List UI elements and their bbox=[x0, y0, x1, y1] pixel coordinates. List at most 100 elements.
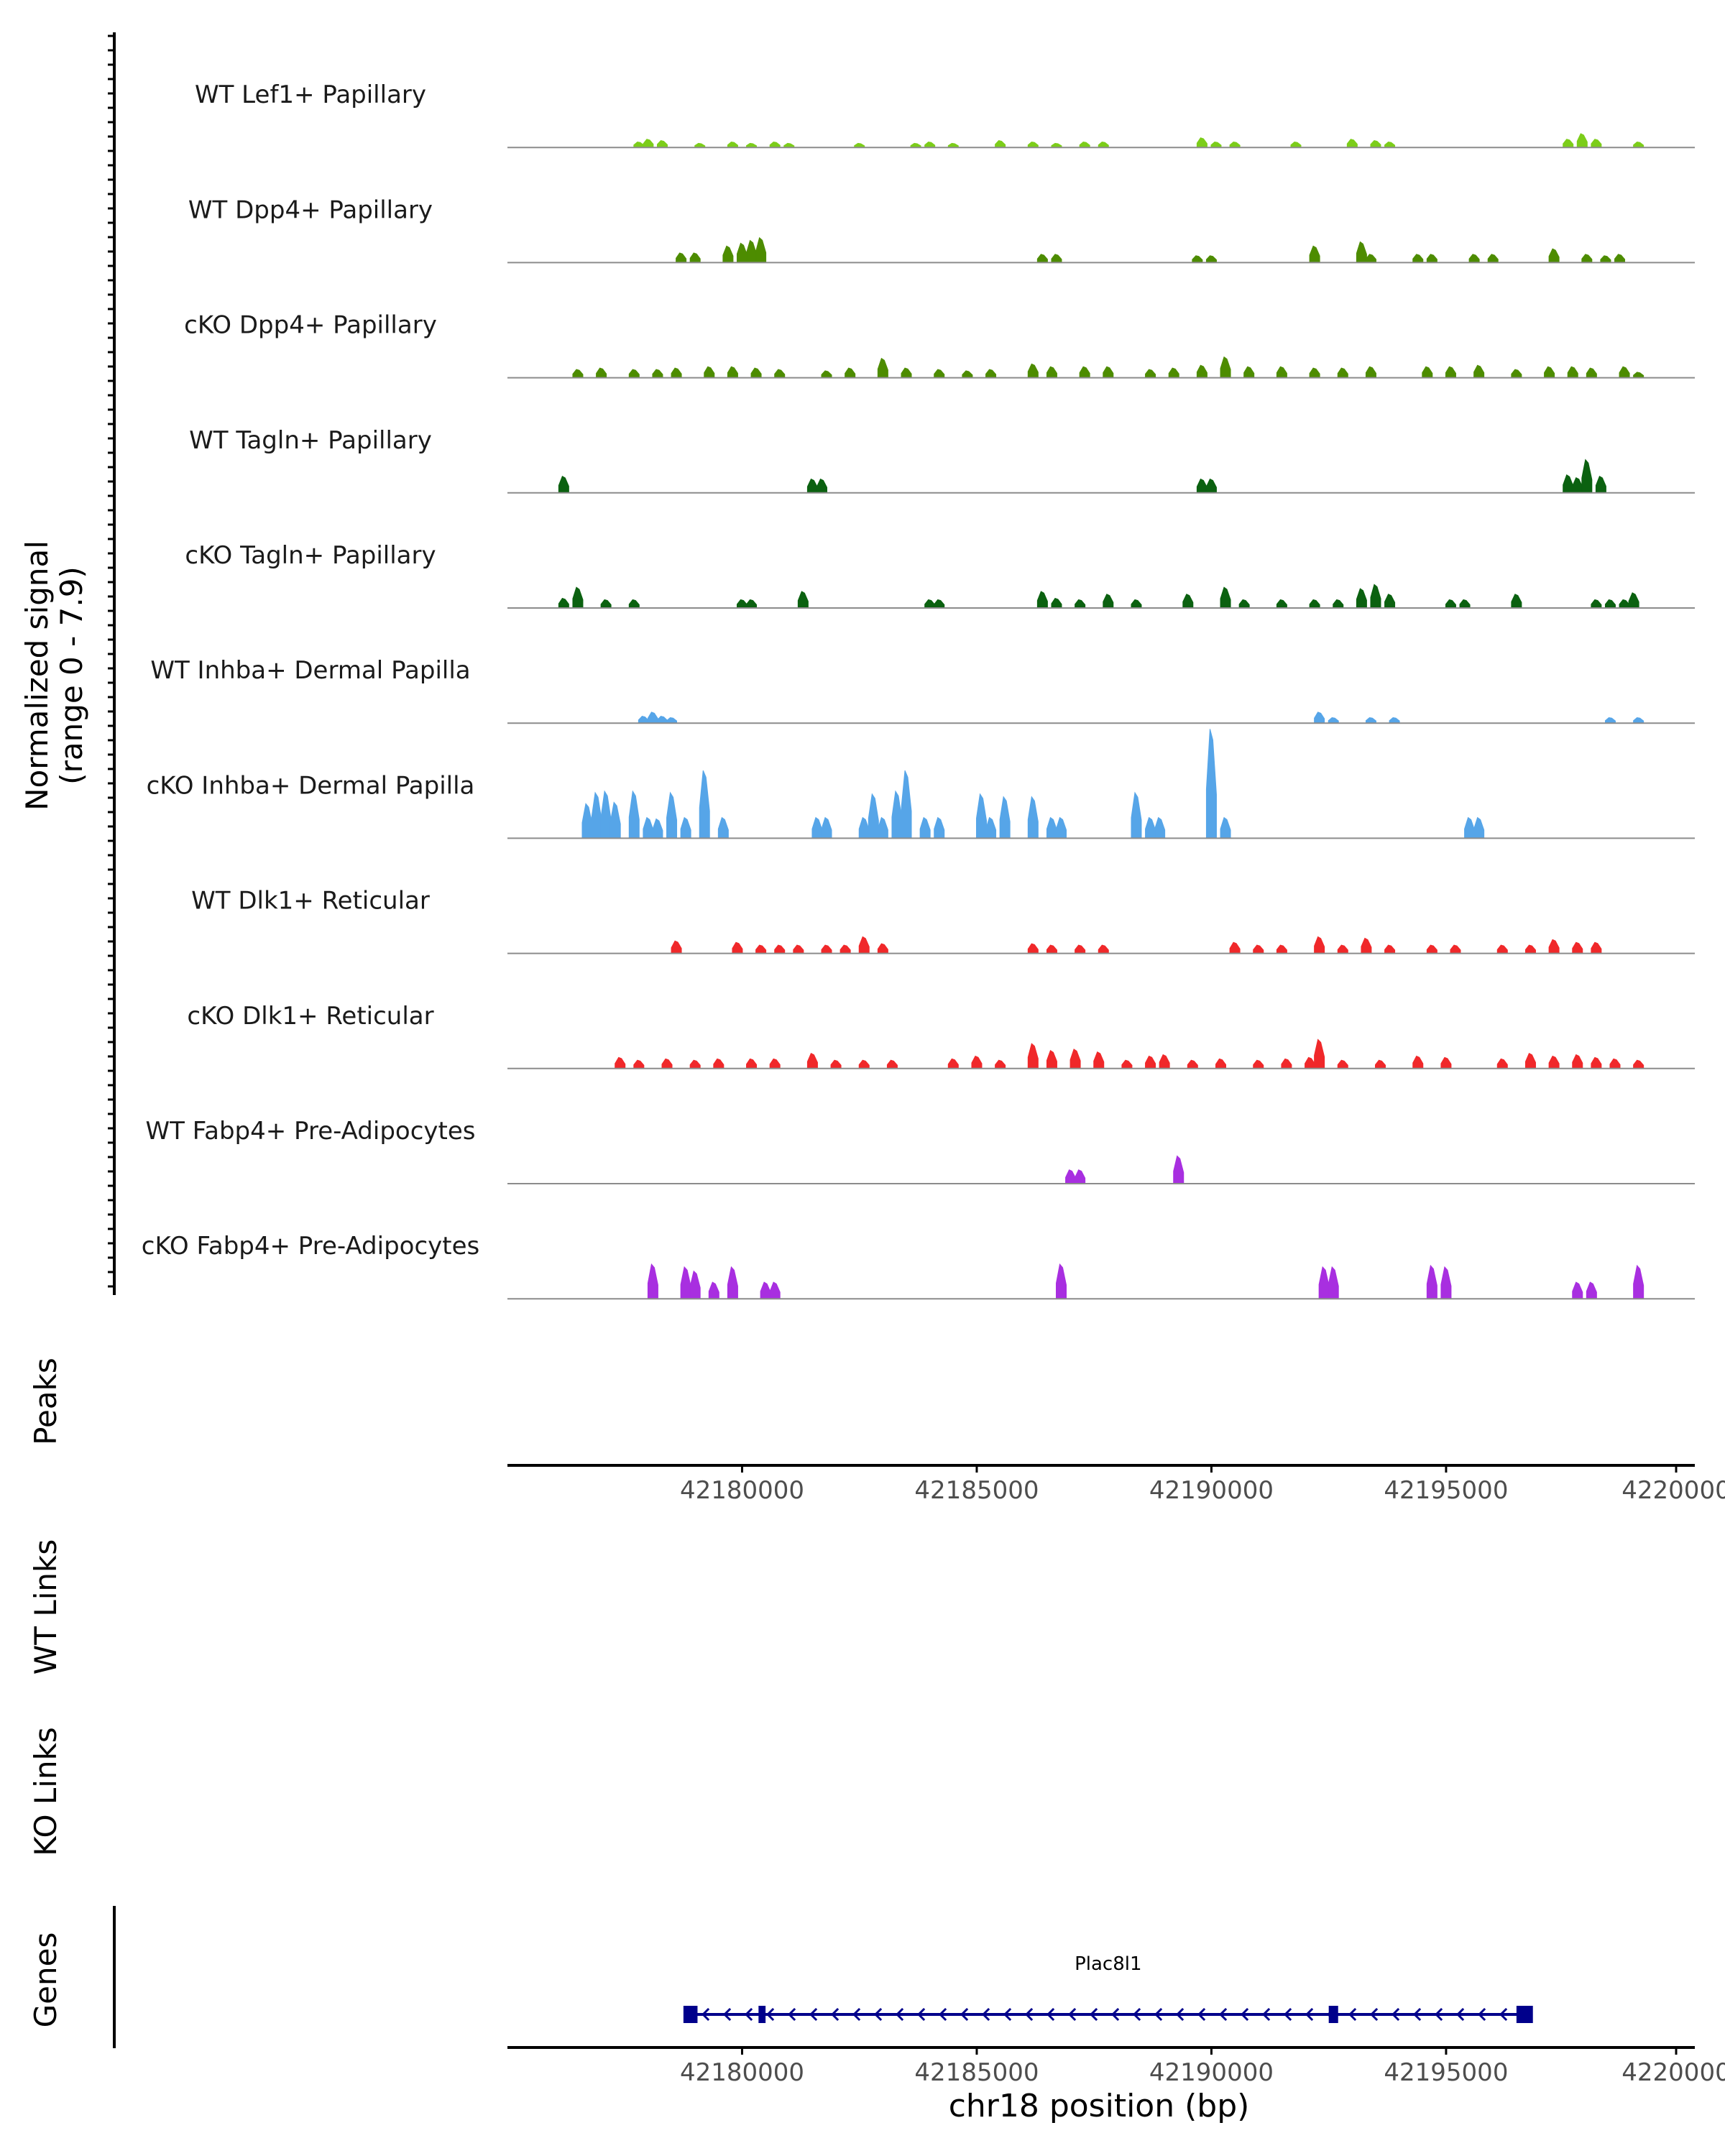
coverage-peak bbox=[1337, 1059, 1348, 1069]
coverage-peak bbox=[680, 816, 691, 839]
strand-arrow bbox=[1154, 2007, 1163, 2022]
coverage-peak bbox=[1276, 599, 1287, 609]
strand-arrow bbox=[766, 2007, 775, 2022]
coverage-peak bbox=[947, 1058, 959, 1069]
coverage-peak bbox=[1581, 254, 1593, 263]
coverage-peak bbox=[1473, 364, 1485, 379]
coverage-peak bbox=[1027, 796, 1039, 839]
coverage-peak bbox=[840, 944, 851, 954]
x-tick-label: 42185000 bbox=[914, 1476, 1039, 1505]
coverage-peak bbox=[1253, 1059, 1264, 1069]
strand-arrow bbox=[1111, 2007, 1120, 2022]
track-label: WT Inhba+ Dermal Papilla bbox=[150, 656, 470, 685]
coverage-peak bbox=[1333, 599, 1344, 609]
coverage-peak bbox=[1145, 1055, 1156, 1069]
peaks-x-axis: 42180000 42185000 42190000 42195000 4220000 bbox=[680, 1465, 1725, 1505]
coverage-peak bbox=[708, 1281, 719, 1299]
coverage-peak bbox=[1243, 366, 1255, 379]
strand-arrow bbox=[1197, 2007, 1206, 2022]
coverage-peak bbox=[769, 141, 781, 148]
coverage-peak bbox=[1633, 1059, 1644, 1069]
x-tick-label: 42190000 bbox=[1149, 2058, 1274, 2087]
coverage-peak bbox=[858, 816, 870, 839]
strand-arrow bbox=[960, 2007, 969, 2022]
coverage-peak bbox=[1548, 939, 1560, 954]
coverage-peak bbox=[1046, 1050, 1057, 1069]
strand-arrow bbox=[1241, 2007, 1249, 2022]
coverage-tracks: WT Lef1+ Papillary WT Dpp4+ Papillary cKO … bbox=[142, 80, 1695, 1300]
coverage-peak bbox=[901, 770, 912, 839]
coverage-peak bbox=[656, 716, 668, 724]
track-label: WT Dlk1+ Reticular bbox=[191, 887, 430, 916]
coverage-peak bbox=[1027, 943, 1039, 954]
coverage-peak bbox=[643, 816, 654, 839]
track-label: WT Dpp4+ Papillary bbox=[188, 195, 433, 224]
coverage-peak bbox=[600, 599, 612, 609]
coverage-peak bbox=[1027, 363, 1039, 379]
coverage-peak bbox=[1567, 366, 1578, 379]
strand-arrow bbox=[1090, 2007, 1098, 2022]
track: cKO Dlk1+ Reticular bbox=[187, 1002, 1695, 1069]
track-label: cKO Tagln+ Papillary bbox=[185, 541, 436, 570]
coverage-peak bbox=[934, 369, 945, 379]
coverage-peak bbox=[1496, 1058, 1508, 1069]
coverage-peak bbox=[995, 140, 1006, 148]
coverage-peak bbox=[1103, 594, 1114, 609]
coverage-peak bbox=[628, 599, 640, 609]
coverage-peak bbox=[746, 1058, 758, 1069]
coverage-peak bbox=[845, 367, 856, 379]
coverage-peak bbox=[1450, 944, 1461, 954]
coverage-peak bbox=[1586, 1281, 1597, 1299]
strand-arrow bbox=[1370, 2007, 1379, 2022]
coverage-peak bbox=[1445, 366, 1456, 379]
coverage-peak bbox=[1591, 599, 1602, 609]
coverage-peak bbox=[858, 1059, 870, 1069]
ko-links-panel-label: KO Links bbox=[28, 1727, 63, 1856]
coverage-peak bbox=[934, 599, 945, 609]
coverage-peak bbox=[1440, 1056, 1452, 1069]
strand-arrow bbox=[1025, 2007, 1034, 2022]
coverage-peak bbox=[1079, 366, 1090, 379]
coverage-peak bbox=[1614, 254, 1626, 263]
coverage-peak bbox=[699, 770, 710, 839]
strand-arrow bbox=[1068, 2007, 1077, 2022]
coverage-peak bbox=[1591, 1056, 1602, 1069]
coverage-peak bbox=[1572, 941, 1583, 954]
coverage-peak bbox=[727, 141, 738, 148]
track-label: cKO Dpp4+ Papillary bbox=[184, 311, 437, 340]
coverage-peak bbox=[1065, 1169, 1077, 1184]
coverage-peak bbox=[858, 936, 870, 954]
genes-x-axis: 42180000 42185000 42190000 42195000 4220000 bbox=[680, 2047, 1725, 2087]
coverage-peak bbox=[793, 944, 804, 954]
coverage-peak bbox=[985, 369, 997, 379]
coverage-peak bbox=[1056, 1263, 1067, 1299]
strand-arrow bbox=[1176, 2007, 1184, 2022]
track: WT Fabp4+ Pre-Adipocytes bbox=[146, 1117, 1695, 1184]
coverage-peak bbox=[596, 367, 607, 379]
strand-arrow bbox=[745, 2007, 753, 2022]
coverage-peak bbox=[769, 1058, 781, 1069]
y-axis-title-line1: Normalized signal bbox=[19, 540, 55, 811]
coverage-peak bbox=[1098, 141, 1109, 148]
coverage-peak bbox=[886, 1059, 898, 1069]
coverage-peak bbox=[891, 790, 903, 839]
strand-arrow bbox=[896, 2007, 904, 2022]
coverage-peak bbox=[1309, 367, 1320, 379]
coverage-peak bbox=[1633, 141, 1644, 148]
coverage-peak bbox=[821, 370, 832, 379]
track-label: WT Tagln+ Papillary bbox=[189, 426, 432, 455]
coverage-peak bbox=[1548, 248, 1560, 263]
coverage-peak bbox=[666, 717, 678, 724]
coverage-peak bbox=[995, 1059, 1006, 1069]
coverage-peak bbox=[1046, 944, 1057, 954]
strand-arrow bbox=[809, 2007, 818, 2022]
coverage-peak bbox=[1121, 1059, 1133, 1069]
coverage-peak bbox=[1051, 597, 1062, 609]
coverage-peak bbox=[1548, 1055, 1560, 1069]
coverage-peak bbox=[600, 790, 612, 839]
coverage-peak bbox=[1468, 254, 1480, 263]
coverage-peak bbox=[1075, 944, 1086, 954]
coverage-peak bbox=[1356, 588, 1367, 609]
coverage-peak bbox=[1192, 255, 1203, 263]
